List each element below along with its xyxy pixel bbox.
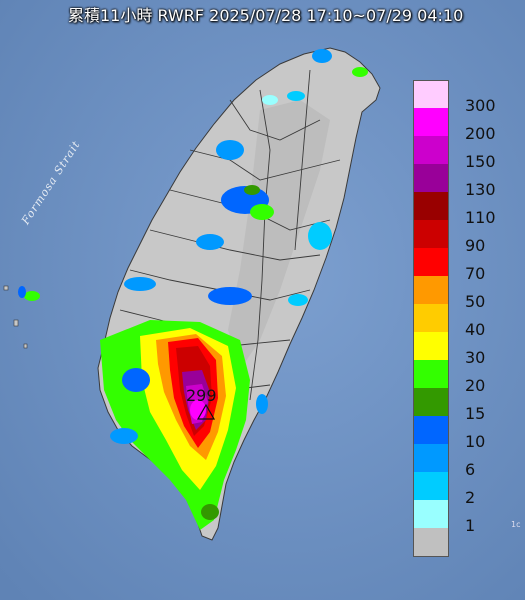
legend-swatch: [413, 192, 449, 220]
legend-swatch: [413, 444, 449, 472]
peak-value-label: 299: [186, 386, 217, 405]
legend-label: 90: [465, 236, 486, 255]
legend-swatch: [413, 80, 449, 109]
legend-swatch: [413, 332, 449, 360]
triangle-marker-icon: [197, 404, 215, 420]
rainfall-patches: [18, 49, 368, 530]
legend-label: 130: [465, 180, 496, 199]
legend-label: 50: [465, 292, 486, 311]
legend-label: 1: [465, 516, 476, 535]
legend-label: 40: [465, 320, 486, 339]
legend-label: 300: [465, 96, 496, 115]
legend-swatch: [413, 220, 449, 248]
legend-label: 110: [465, 208, 496, 227]
legend-label: 200: [465, 124, 496, 143]
legend-label: 2: [465, 488, 476, 507]
legend-label: 6: [465, 460, 476, 479]
legend-swatch: [413, 248, 449, 276]
legend-swatch: [413, 360, 449, 388]
legend-label: 10: [465, 432, 486, 451]
legend-swatch: [413, 136, 449, 164]
legend-swatch: [413, 528, 449, 557]
legend-swatch: [413, 304, 449, 332]
legend-label: 150: [465, 152, 496, 171]
legend-swatch: [413, 164, 449, 192]
legend-swatch: [413, 500, 449, 528]
legend-label: 15: [465, 404, 486, 423]
legend-swatch: [413, 416, 449, 444]
legend-label: 30: [465, 348, 486, 367]
penghu-islands: [3, 285, 28, 349]
legend-swatch: [413, 108, 449, 136]
legend-swatch: [413, 276, 449, 304]
mountain-shade: [228, 100, 330, 370]
legend-swatch: [413, 472, 449, 500]
legend-label: 20: [465, 376, 486, 395]
map-title: 累積11小時 RWRF 2025/07/28 17:10~07/29 04:10: [68, 6, 464, 25]
legend-label: 70: [465, 264, 486, 283]
legend-swatch: [413, 388, 449, 416]
corner-text: 1c: [511, 520, 521, 529]
